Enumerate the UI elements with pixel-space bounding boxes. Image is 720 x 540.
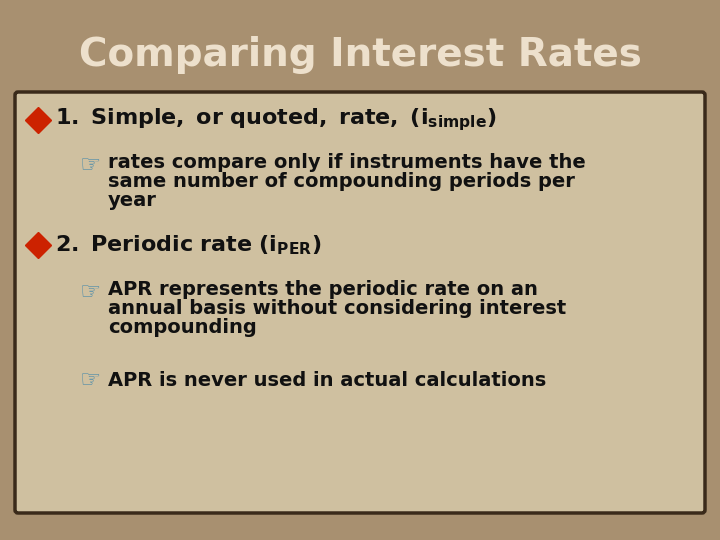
Text: $\mathbf{1.\ Simple,\ or\ quoted,\ rate,\ (i_{simple})}$: $\mathbf{1.\ Simple,\ or\ quoted,\ rate,… — [55, 106, 497, 133]
Text: $\mathbf{2.\ Periodic\ rate\ (i_{PER})}$: $\mathbf{2.\ Periodic\ rate\ (i_{PER})}$ — [55, 233, 322, 257]
Text: APR is never used in actual calculations: APR is never used in actual calculations — [108, 370, 546, 389]
Text: ☞: ☞ — [80, 280, 101, 304]
Text: year: year — [108, 191, 157, 210]
FancyBboxPatch shape — [15, 92, 705, 513]
Text: ☞: ☞ — [80, 368, 101, 392]
Text: rates compare only if instruments have the: rates compare only if instruments have t… — [108, 153, 586, 172]
Text: ☞: ☞ — [80, 153, 101, 177]
Text: APR represents the periodic rate on an: APR represents the periodic rate on an — [108, 280, 538, 299]
Text: same number of compounding periods per: same number of compounding periods per — [108, 172, 575, 191]
Text: compounding: compounding — [108, 318, 257, 337]
Text: annual basis without considering interest: annual basis without considering interes… — [108, 299, 566, 318]
Text: Comparing Interest Rates: Comparing Interest Rates — [78, 36, 642, 74]
